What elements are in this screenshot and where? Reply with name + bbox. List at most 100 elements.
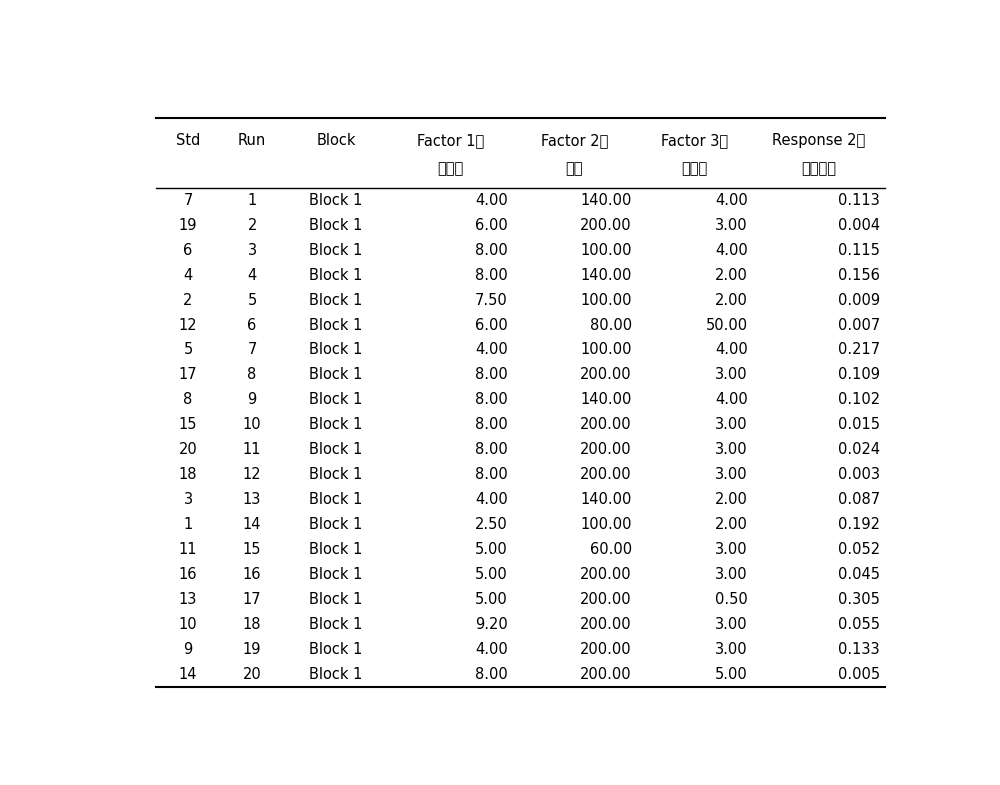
Text: 7.50: 7.50 — [475, 293, 508, 308]
Text: Block: Block — [316, 133, 356, 148]
Text: 13: 13 — [243, 492, 261, 507]
Text: 14: 14 — [179, 666, 197, 681]
Text: 2.00: 2.00 — [715, 492, 748, 507]
Text: 0.305: 0.305 — [838, 592, 880, 607]
Text: 10: 10 — [243, 418, 261, 433]
Text: 100.00: 100.00 — [580, 243, 632, 257]
Text: 5: 5 — [183, 342, 193, 357]
Text: 3.00: 3.00 — [715, 542, 748, 557]
Text: 8.00: 8.00 — [475, 418, 508, 433]
Text: 0.045: 0.045 — [838, 567, 880, 582]
Text: 100.00: 100.00 — [580, 293, 632, 308]
Text: 6: 6 — [247, 317, 257, 333]
Text: Block 1: Block 1 — [309, 342, 363, 357]
Text: 接种量: 接种量 — [681, 161, 707, 176]
Text: Block 1: Block 1 — [309, 243, 363, 257]
Text: 17: 17 — [179, 367, 197, 382]
Text: 12: 12 — [179, 317, 197, 333]
Text: 1: 1 — [247, 193, 257, 208]
Text: 0.004: 0.004 — [838, 217, 880, 233]
Text: Block 1: Block 1 — [309, 217, 363, 233]
Text: 19: 19 — [179, 217, 197, 233]
Text: 50.00: 50.00 — [706, 317, 748, 333]
Text: 2.00: 2.00 — [715, 293, 748, 308]
Text: 0.052: 0.052 — [838, 542, 880, 557]
Text: Block 1: Block 1 — [309, 492, 363, 507]
Text: 200.00: 200.00 — [580, 641, 632, 657]
Text: 0.109: 0.109 — [838, 367, 880, 382]
Text: 5.00: 5.00 — [475, 542, 508, 557]
Text: 8.00: 8.00 — [475, 367, 508, 382]
Text: 转速: 转速 — [566, 161, 583, 176]
Text: 11: 11 — [179, 542, 197, 557]
Text: 7: 7 — [183, 193, 193, 208]
Text: 140.00: 140.00 — [580, 193, 632, 208]
Text: 9: 9 — [247, 392, 257, 407]
Text: 8.00: 8.00 — [475, 666, 508, 681]
Text: Block 1: Block 1 — [309, 293, 363, 308]
Text: 4.00: 4.00 — [715, 193, 748, 208]
Text: 3.00: 3.00 — [715, 567, 748, 582]
Text: 60.00: 60.00 — [590, 542, 632, 557]
Text: Block 1: Block 1 — [309, 392, 363, 407]
Text: 3.00: 3.00 — [715, 442, 748, 457]
Text: 14: 14 — [243, 517, 261, 532]
Text: 18: 18 — [179, 467, 197, 482]
Text: 16: 16 — [243, 567, 261, 582]
Text: 6: 6 — [183, 243, 193, 257]
Text: Block 1: Block 1 — [309, 193, 363, 208]
Text: 200.00: 200.00 — [580, 467, 632, 482]
Text: Block 1: Block 1 — [309, 666, 363, 681]
Text: 8.00: 8.00 — [475, 467, 508, 482]
Text: 4.00: 4.00 — [475, 193, 508, 208]
Text: 3.00: 3.00 — [715, 217, 748, 233]
Text: 1: 1 — [183, 517, 193, 532]
Text: Factor 1：: Factor 1： — [417, 133, 484, 148]
Text: 3.00: 3.00 — [715, 367, 748, 382]
Text: Block 1: Block 1 — [309, 542, 363, 557]
Text: 5: 5 — [247, 293, 257, 308]
Text: 9: 9 — [183, 641, 193, 657]
Text: 0.015: 0.015 — [838, 418, 880, 433]
Text: 20: 20 — [243, 666, 261, 681]
Text: 0.087: 0.087 — [838, 492, 880, 507]
Text: 3.00: 3.00 — [715, 641, 748, 657]
Text: 0.192: 0.192 — [838, 517, 880, 532]
Text: 3.00: 3.00 — [715, 418, 748, 433]
Text: Block 1: Block 1 — [309, 268, 363, 283]
Text: 8.00: 8.00 — [475, 268, 508, 283]
Text: 100.00: 100.00 — [580, 517, 632, 532]
Text: 15: 15 — [179, 418, 197, 433]
Text: 4: 4 — [183, 268, 193, 283]
Text: Block 1: Block 1 — [309, 467, 363, 482]
Text: 4.00: 4.00 — [475, 641, 508, 657]
Text: Block 1: Block 1 — [309, 418, 363, 433]
Text: 0.217: 0.217 — [838, 342, 880, 357]
Text: 3.00: 3.00 — [715, 617, 748, 632]
Text: Factor 3：: Factor 3： — [661, 133, 728, 148]
Text: 200.00: 200.00 — [580, 442, 632, 457]
Text: 18: 18 — [243, 617, 261, 632]
Text: 0.102: 0.102 — [838, 392, 880, 407]
Text: 140.00: 140.00 — [580, 392, 632, 407]
Text: 0.024: 0.024 — [838, 442, 880, 457]
Text: 3: 3 — [183, 492, 193, 507]
Text: 2: 2 — [247, 217, 257, 233]
Text: 10: 10 — [179, 617, 197, 632]
Text: Block 1: Block 1 — [309, 567, 363, 582]
Text: 6.00: 6.00 — [475, 317, 508, 333]
Text: 100.00: 100.00 — [580, 342, 632, 357]
Text: 3: 3 — [248, 243, 257, 257]
Text: 140.00: 140.00 — [580, 492, 632, 507]
Text: 20: 20 — [179, 442, 197, 457]
Text: 4: 4 — [247, 268, 257, 283]
Text: 9.20: 9.20 — [475, 617, 508, 632]
Text: 8.00: 8.00 — [475, 243, 508, 257]
Text: 19: 19 — [243, 641, 261, 657]
Text: 5.00: 5.00 — [475, 567, 508, 582]
Text: 7: 7 — [247, 342, 257, 357]
Text: Std: Std — [176, 133, 200, 148]
Text: Block 1: Block 1 — [309, 517, 363, 532]
Text: Run: Run — [238, 133, 266, 148]
Text: 200.00: 200.00 — [580, 666, 632, 681]
